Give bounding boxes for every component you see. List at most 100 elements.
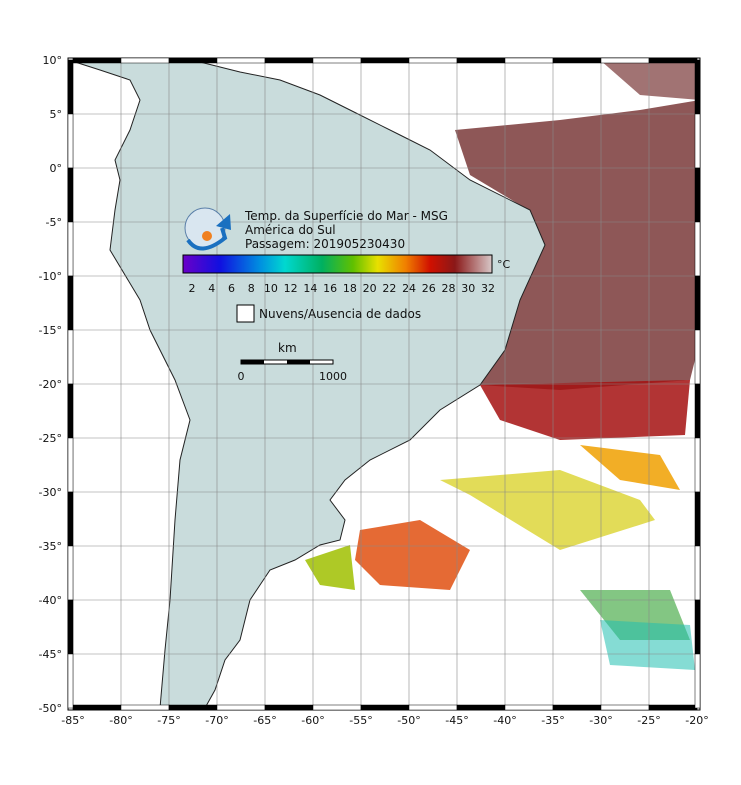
frame-segment (648, 704, 698, 711)
lat-label: -15° (39, 324, 62, 337)
legend-label: Nuvens/Ausencia de dados (259, 307, 421, 321)
lat-label: -10° (39, 270, 62, 283)
colorbar-tick-label: 10 (264, 282, 278, 295)
lat-label: 10° (43, 54, 63, 67)
frame-segment (408, 704, 458, 711)
frame-segment (694, 599, 701, 655)
colorbar-tick-label: 6 (228, 282, 235, 295)
colorbar-tick-label: 32 (481, 282, 495, 295)
frame-segment (360, 57, 410, 64)
frame-segment (600, 57, 650, 64)
lat-label: -45° (39, 648, 62, 661)
lat-label: 5° (50, 108, 63, 121)
title-line: América do Sul (245, 223, 336, 237)
title-line: Passagem: 201905230430 (245, 237, 405, 251)
lat-label: -5° (46, 216, 62, 229)
frame-ticks (67, 57, 701, 711)
frame-segment (694, 545, 701, 601)
frame-segment (216, 57, 266, 64)
frame-segment (694, 491, 701, 547)
frame-segment (264, 57, 314, 64)
colorbar-tick-label: 20 (363, 282, 377, 295)
frame-segment (67, 113, 74, 169)
colorbar-tick-label: 26 (422, 282, 436, 295)
lon-label: -85° (61, 714, 84, 727)
frame-segment (504, 57, 554, 64)
frame-segment (694, 383, 701, 439)
frame-segment (312, 704, 362, 711)
frame-segment (360, 704, 410, 711)
frame-segment (694, 275, 701, 331)
scale-label: 0 (238, 370, 245, 383)
frame-segment (72, 704, 122, 711)
colorbar-tick-label: 30 (461, 282, 475, 295)
frame-segment (264, 704, 314, 711)
frame-segment (67, 437, 74, 493)
frame-segment (67, 491, 74, 547)
lat-label: -40° (39, 594, 62, 607)
colorbar-tick-label: 2 (189, 282, 196, 295)
lon-label: -20° (685, 714, 708, 727)
frame-segment (456, 57, 506, 64)
colorbar-tick-label: 14 (303, 282, 317, 295)
scale-label: 1000 (319, 370, 347, 383)
lon-label: -25° (637, 714, 660, 727)
frame-segment (694, 59, 701, 115)
sst-patches (305, 60, 700, 670)
frame-segment (67, 599, 74, 655)
frame-segment (456, 704, 506, 711)
lat-label: -25° (39, 432, 62, 445)
frame-segment (168, 57, 218, 64)
frame-segment (120, 704, 170, 711)
frame-segment (67, 383, 74, 439)
legend-swatch (236, 304, 255, 323)
lat-label: -35° (39, 540, 62, 553)
colorbar-ticks: 2 4 6 8 10 12 14 16 18 20 22 24 26 28 30 32 (189, 282, 496, 295)
lon-label: -35° (541, 714, 564, 727)
frame-segment (67, 275, 74, 331)
frame-segment (694, 437, 701, 493)
frame-segment (600, 704, 650, 711)
frame-segment (694, 113, 701, 169)
frame-segment (694, 653, 701, 709)
lat-label: -30° (39, 486, 62, 499)
lat-label: -20° (39, 378, 62, 391)
colorbar-tick-label: 16 (323, 282, 337, 295)
colorbar-tick-label: 18 (343, 282, 357, 295)
scale-unit: km (278, 341, 297, 355)
frame-segment (504, 704, 554, 711)
colorbar-tick-label: 4 (208, 282, 215, 295)
frame-segment (67, 221, 74, 277)
colorbar-tick-label: 22 (382, 282, 396, 295)
frame-segment (67, 545, 74, 601)
lon-label: -45° (445, 714, 468, 727)
colorbar-tick-label: 28 (442, 282, 456, 295)
lon-label: -30° (589, 714, 612, 727)
title-line: Temp. da Superfície do Mar - MSG (244, 209, 448, 223)
frame-segment (72, 57, 122, 64)
frame-segment (67, 59, 74, 115)
frame-segment (552, 57, 602, 64)
frame-segment (67, 167, 74, 223)
lon-label: -60° (301, 714, 324, 727)
lon-label: -40° (493, 714, 516, 727)
frame-segment (312, 57, 362, 64)
colorbar (182, 254, 493, 274)
colorbar-tick-label: 24 (402, 282, 416, 295)
frame-segment (168, 704, 218, 711)
lon-label: -75° (157, 714, 180, 727)
frame-segment (694, 329, 701, 385)
frame-segment (120, 57, 170, 64)
frame-segment (552, 704, 602, 711)
logo (184, 207, 231, 251)
lat-label: -50° (39, 702, 62, 715)
lat-label: 0° (50, 162, 63, 175)
lon-label: -65° (253, 714, 276, 727)
colorbar-tick-label: 8 (248, 282, 255, 295)
lon-label: -50° (397, 714, 420, 727)
colorbar-unit: °C (497, 258, 511, 271)
lon-label: -80° (109, 714, 132, 727)
frame-segment (408, 57, 458, 64)
frame-segment (694, 167, 701, 223)
